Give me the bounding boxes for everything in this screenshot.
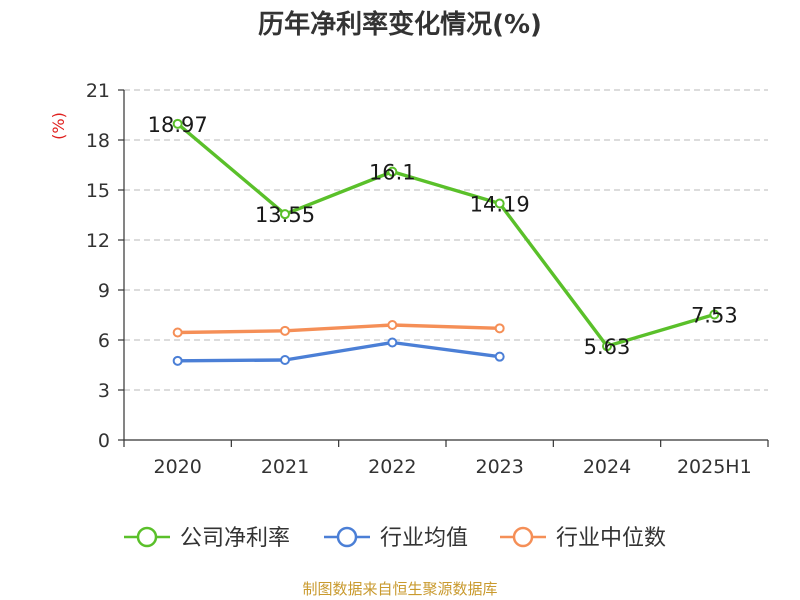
series-3 [172,320,505,338]
data-point [280,355,290,365]
legend: 公司净利率 行业均值 行业中位数 [124,526,666,551]
source-note: 制图数据来自恒生聚源数据库 [302,580,497,598]
series-line [177,340,500,363]
data-point [280,209,290,220]
legend-label: 公司净利率 [180,526,290,551]
y-tick-label: 0 [98,430,110,452]
y-axis-unit: (%) [49,112,68,140]
y-tick-label: 6 [98,330,110,352]
data-point [494,198,505,209]
legend-label: 行业均值 [380,526,468,551]
data-label: 18.97 [148,113,208,137]
x-tick-label: 2023 [475,456,523,478]
x-tick-label: 2020 [153,456,201,478]
data-labels: 18.97 13.55 16.1 14.19 5.63 7.53 [148,113,738,359]
legend-marker-icon [136,526,158,548]
data-point [172,355,183,366]
x-tick-label: 2021 [261,456,309,478]
data-label: 7.53 [691,304,738,328]
data-point [709,309,720,320]
legend-item-2: 行业均值 [324,526,468,551]
data-point [172,327,183,338]
data-point [172,118,183,129]
legend-item-3: 行业中位数 [500,526,666,551]
data-label: 16.1 [369,161,416,185]
x-tick-label: 2024 [583,456,631,478]
series-line [176,122,715,348]
legend-marker-icon [336,526,358,548]
y-tick-label: 15 [86,180,110,202]
data-point [387,166,398,177]
series-2 [172,337,505,366]
legend-label: 行业中位数 [556,526,666,551]
series-line [177,323,500,335]
y-tick-label: 12 [86,230,110,252]
x-tick-label: 2022 [368,456,416,478]
data-point [387,320,398,330]
x-axis-tick-labels: 2020 2021 2022 2023 2024 2025H1 [153,456,751,478]
y-tick-label: 9 [98,280,110,302]
legend-marker-icon [512,526,534,548]
x-tick-label: 2025H1 [677,456,752,478]
axes [118,89,769,447]
series-lines [172,118,720,366]
data-label: 13.55 [255,203,315,227]
data-label: 14.19 [470,193,530,217]
data-point [494,323,505,334]
data-point [494,351,505,362]
data-point [280,325,290,336]
data-point [387,337,398,348]
legend-item-1: 公司净利率 [124,526,290,551]
y-tick-label: 18 [86,130,110,152]
data-label: 5.63 [584,335,631,359]
y-tick-label: 21 [86,80,110,102]
series-1 [172,118,720,352]
y-tick-label: 3 [98,380,110,402]
data-point [602,341,612,352]
y-axis-tick-labels: 0 3 6 9 12 15 18 21 [86,80,110,452]
chart-title: 历年净利率变化情况(%) [258,9,542,40]
grid-lines [124,89,768,391]
